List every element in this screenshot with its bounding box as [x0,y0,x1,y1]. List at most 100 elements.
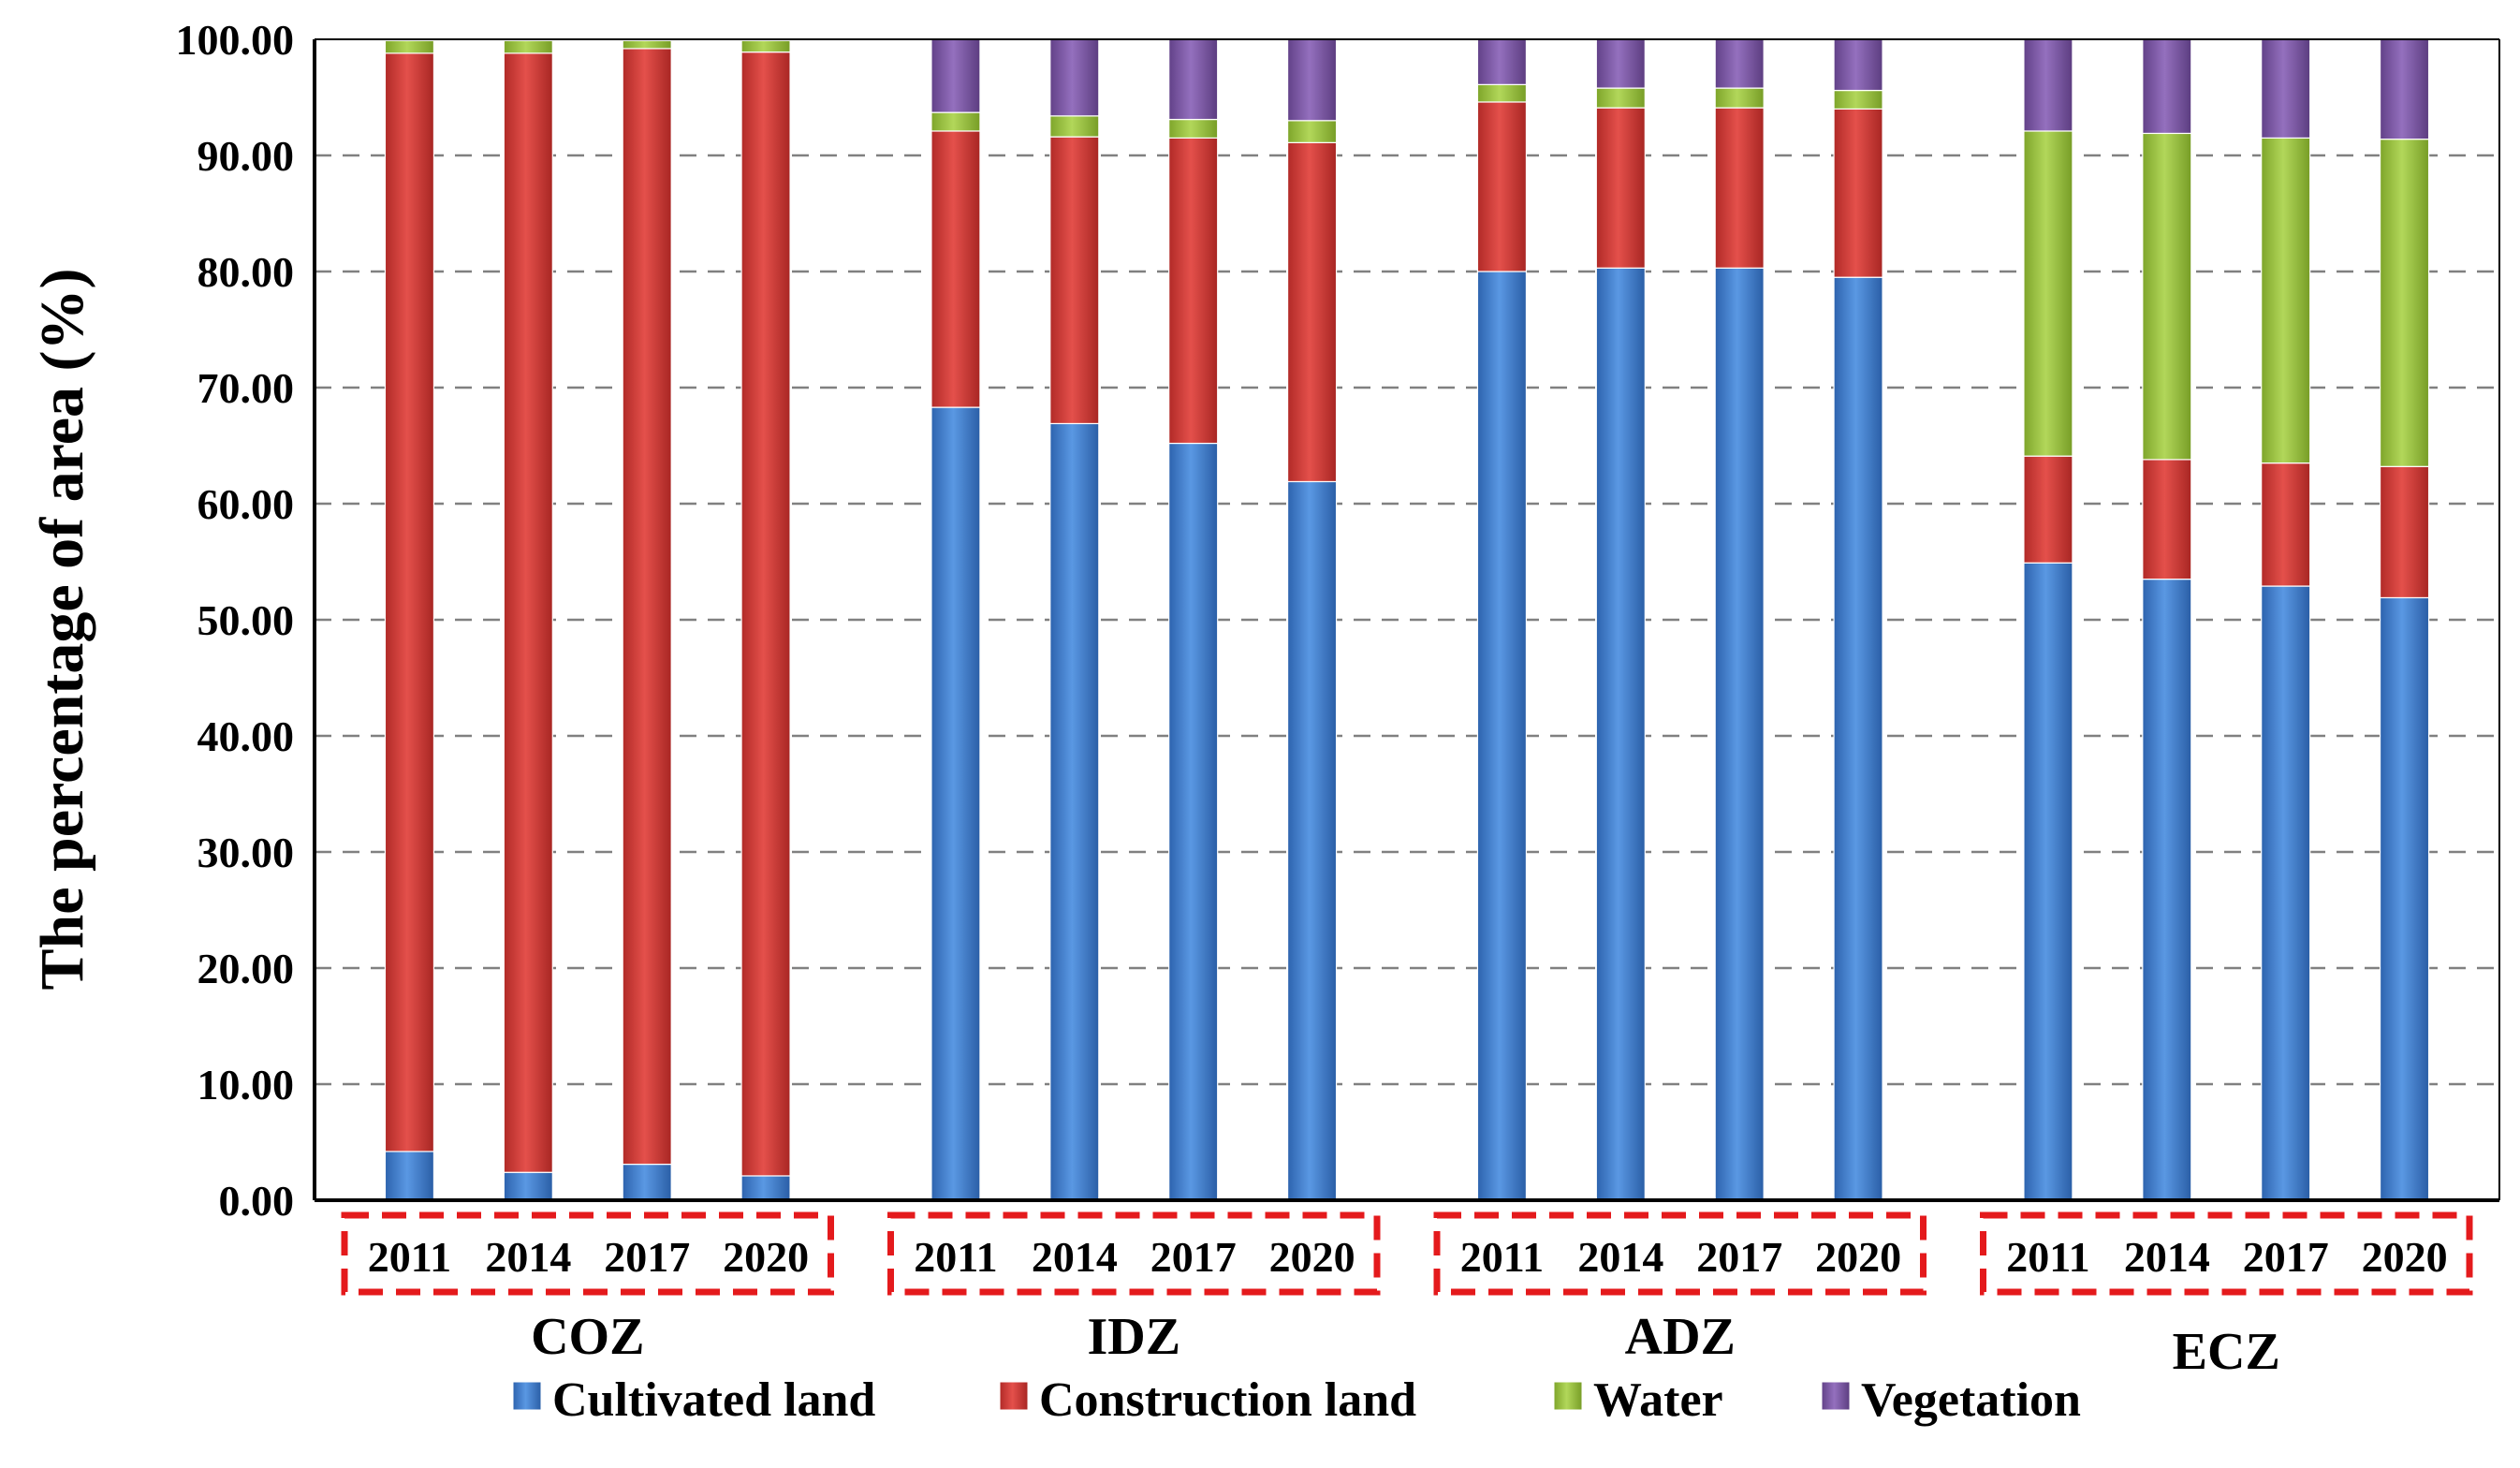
legend-label-construction-land: Construction land [1039,1373,1416,1427]
bar-segment-vegetation: ADZ 2011 Vegetation: 3.9 [1476,38,1528,85]
legend-label-vegetation: Vegetation [1861,1373,2081,1427]
bar-segment-water: ECZ 2017 Water: 28 [2261,137,2311,464]
bar-segment-construction-land: ADZ 2011 Construction land: 14.6 [1476,101,1528,272]
x-tick-label-year: 2011 [2006,1233,2089,1281]
bar-segment-cultivated-land: COZ 2017 Cultivated land: 3.1 [622,1163,672,1201]
legend-swatch-construction-land [999,1381,1029,1411]
bar-segment-water: ADZ 2014 Water: 1.7 [1595,87,1646,109]
legend: Cultivated land Construction land Water Veg… [512,1373,2081,1427]
x-tick-label-year: 2017 [1150,1233,1237,1281]
y-tick-label: 50.00 [198,596,295,644]
x-tick-label-year: 2020 [1269,1233,1355,1281]
group-box-coz [341,1211,834,1296]
group-label-ecz: ECZ [2173,1323,2280,1381]
y-tick-label: 70.00 [198,364,295,412]
bar-segment-construction-land: ECZ 2011 Construction land: 9.2 [2023,455,2073,564]
bar-segment-vegetation: ECZ 2014 Vegetation: 8.1 [2142,38,2192,135]
legend-swatch-water [1553,1381,1583,1411]
bar-segment-cultivated-land: IDZ 2020 Cultivated land: 61.9 [1286,480,1338,1201]
y-tick-label: 20.00 [198,945,295,992]
x-tick-label-year: 2011 [914,1233,997,1281]
bar-segment-vegetation: ECZ 2017 Vegetation: 8.5 [2261,38,2311,139]
y-tick-labels: 0.00 10.00 20.00 30.00 40.00 50.00 60.00 70.00 8… [176,16,295,1225]
bar-segment-cultivated-land: ECZ 2014 Cultivated land: 53.5 [2142,578,2192,1201]
x-tick-label-year: 2017 [2243,1233,2329,1281]
x-tick-label-year: 2017 [1696,1233,1782,1281]
y-tick-label: 30.00 [198,829,295,876]
bar-segment-cultivated-land: ADZ 2017 Cultivated land: 80.3 [1714,267,1765,1201]
bar-segment-water: IDZ 2017 Water: 1.6 [1168,118,1219,139]
legend-swatch-vegetation [1821,1381,1851,1411]
group-box-ecz [1980,1211,2473,1296]
bar-segment-cultivated-land: ADZ 2020 Cultivated land: 79.5 [1833,276,1883,1201]
bar-segment-cultivated-land: COZ 2011 Cultivated land: 4.2 [384,1151,435,1201]
legend-swatch-cultivated-land [512,1381,542,1411]
bar-segment-vegetation: IDZ 2011 Vegetation: 6.3 [930,38,981,113]
bar-segment-water: ADZ 2011 Water: 1.5 [1476,83,1528,103]
legend-label-cultivated-land: Cultivated land [552,1373,875,1427]
bar-segment-cultivated-land: IDZ 2017 Cultivated land: 65.2 [1168,442,1219,1201]
bar-segment-water: ECZ 2020 Water: 28.2 [2379,139,2430,467]
bar-segment-construction-land: COZ 2011 Construction land: 94.6 [384,52,435,1152]
bar-segment-construction-land: COZ 2014 Construction land: 96.4 [503,52,553,1173]
x-labels: 2011 2014 2017 2020 COZ 2011 2014 2017 2020 IDZ 20… [341,1211,2473,1381]
bar-segment-vegetation: ECZ 2020 Vegetation: 8.6 [2379,38,2430,140]
bar-segment-cultivated-land: COZ 2020 Cultivated land: 2.1 [740,1175,791,1201]
group-box-adz [1433,1211,1927,1296]
y-tick-label: 90.00 [198,132,295,180]
y-tick-label: 80.00 [198,248,295,296]
bar-segment-water: IDZ 2011 Water: 1.6 [930,111,981,132]
bar-segment-construction-land: ECZ 2017 Construction land: 10.6 [2261,462,2311,587]
bar-segment-water: COZ 2020 Water: 1 [740,39,791,53]
bar-segment-cultivated-land: ECZ 2011 Cultivated land: 54.9 [2023,562,2073,1201]
bar-segment-water: IDZ 2020 Water: 1.9 [1286,120,1338,143]
x-tick-label-year: 2020 [723,1233,809,1281]
bar-segment-construction-land: ECZ 2020 Construction land: 11.3 [2379,465,2430,599]
x-tick-label-year: 2011 [368,1233,451,1281]
group-label-coz: COZ [531,1308,644,1366]
x-tick-label-year: 2020 [2362,1233,2448,1281]
bar-segment-construction-land: IDZ 2017 Construction land: 26.3 [1168,137,1219,445]
bar-segment-vegetation: IDZ 2017 Vegetation: 6.9 [1168,38,1219,121]
bar-segment-construction-land: IDZ 2014 Construction land: 24.7 [1049,136,1100,425]
y-axis-label: The percentage of area (%) [28,268,96,990]
bar-segment-construction-land: ADZ 2017 Construction land: 13.8 [1714,107,1765,269]
x-tick-label-year: 2014 [1032,1233,1118,1281]
bar-segment-water: COZ 2014 Water: 1.1 [503,39,553,54]
bar-segment-cultivated-land: ADZ 2011 Cultivated land: 80 [1476,271,1528,1201]
bar-segment-cultivated-land: ECZ 2017 Cultivated land: 52.9 [2261,585,2311,1201]
y-tick-label: 0.00 [219,1177,295,1225]
x-tick-label-year: 2020 [1815,1233,1901,1281]
bar-segment-vegetation: ECZ 2011 Vegetation: 7.9 [2023,38,2073,132]
axes [313,38,2500,1202]
legend-label-water: Water [1593,1373,1723,1427]
bar-segment-water: ECZ 2011 Water: 28 [2023,130,2073,457]
bar-segment-vegetation: ADZ 2020 Vegetation: 4.4 [1833,38,1883,92]
bar-segment-construction-land: IDZ 2020 Construction land: 29.2 [1286,141,1338,483]
x-tick-label-year: 2014 [1577,1233,1663,1281]
bar-segment-cultivated-land: ECZ 2020 Cultivated land: 51.9 [2379,596,2430,1201]
bar-segment-water: COZ 2017 Water: 0.7 [622,39,672,50]
bar-segment-vegetation: ADZ 2017 Vegetation: 4.2 [1714,38,1765,89]
group-box-idz [887,1211,1381,1296]
x-tick-label-year: 2014 [2124,1233,2210,1281]
bar-segment-water: ADZ 2020 Water: 1.6 [1833,89,1883,110]
y-tick-label: 100.00 [176,16,295,64]
x-tick-label-year: 2014 [485,1233,571,1281]
bar-segment-construction-land: ADZ 2014 Construction land: 13.8 [1595,107,1646,269]
y-tick-label: 10.00 [198,1061,295,1108]
y-tick-label: 60.00 [198,480,295,528]
bar-segment-water: COZ 2011 Water: 1.1 [384,39,435,54]
bar-segment-construction-land: IDZ 2011 Construction land: 23.8 [930,130,981,408]
bar-segment-water: ADZ 2017 Water: 1.7 [1714,87,1765,109]
bar-segment-water: IDZ 2014 Water: 1.8 [1049,115,1100,138]
bar-segment-construction-land: COZ 2017 Construction land: 96.1 [622,48,672,1166]
bar-segment-cultivated-land: IDZ 2011 Cultivated land: 68.3 [930,406,981,1201]
bar-segment-vegetation: ADZ 2014 Vegetation: 4.2 [1595,38,1646,89]
bar-segment-water: ECZ 2014 Water: 28.1 [2142,132,2192,461]
bar-segment-vegetation: IDZ 2020 Vegetation: 7 [1286,38,1338,122]
x-tick-label-year: 2011 [1460,1233,1544,1281]
bar-segment-construction-land: ADZ 2020 Construction land: 14.5 [1833,108,1883,278]
